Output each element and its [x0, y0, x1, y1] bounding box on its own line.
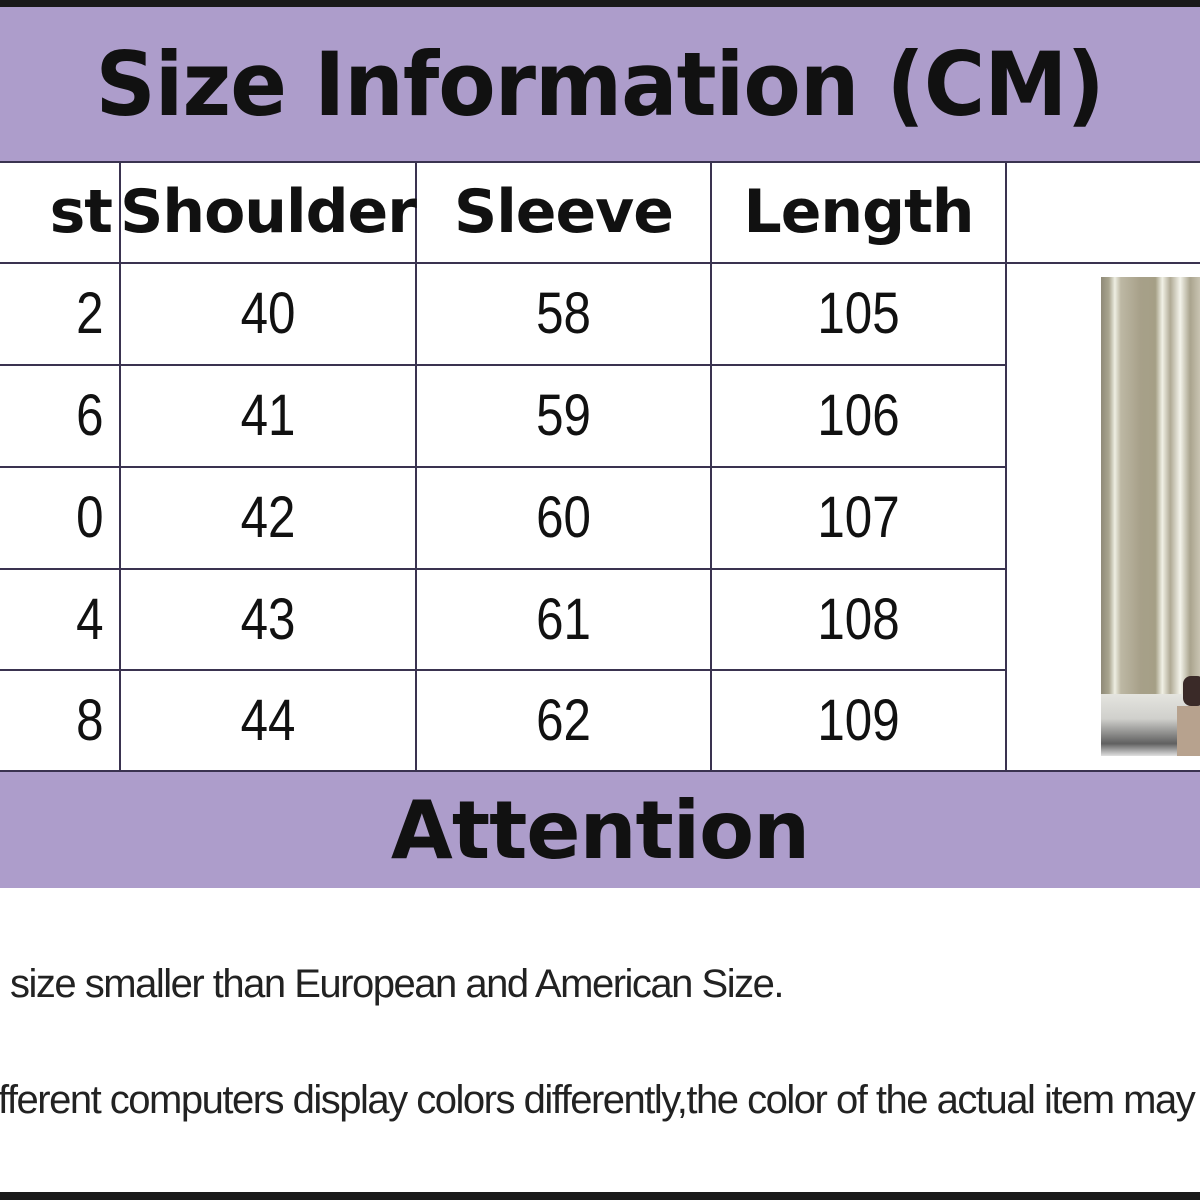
table-cell: 58 — [438, 263, 689, 363]
table-cell: 106 — [733, 365, 984, 465]
column-header: Length — [711, 162, 1006, 262]
table-cell: 44 — [142, 670, 394, 770]
cell-text: 62 — [536, 687, 591, 753]
column-header: st — [0, 162, 113, 262]
cell-text: 59 — [536, 382, 591, 448]
table-cell: 62 — [438, 670, 689, 770]
grid-line — [1005, 162, 1007, 772]
table-cell: 4 — [8, 569, 103, 669]
note-2: fferent computers display colors differe… — [0, 1078, 1196, 1122]
table-cell: 61 — [438, 569, 689, 669]
cell-text: Shoulder — [120, 177, 417, 247]
table-cell: 105 — [733, 263, 984, 363]
grid-line — [0, 161, 1200, 163]
grid-line — [0, 466, 1006, 468]
cell-text: 106 — [817, 382, 900, 448]
table-cell: 107 — [733, 467, 984, 567]
table-cell: 8 — [8, 670, 103, 770]
grid-line — [119, 162, 121, 772]
table-cell: 43 — [142, 569, 394, 669]
cell-text: 107 — [817, 484, 900, 550]
grid-line — [710, 162, 712, 772]
table-cell: 0 — [8, 467, 103, 567]
note-1: size smaller than European and American … — [10, 962, 784, 1006]
page-title: Size Information (CM) — [95, 33, 1105, 136]
cell-text: Length — [743, 177, 975, 247]
grid-line — [0, 770, 1200, 772]
cell-text: 40 — [240, 280, 296, 346]
cell-text: 4 — [76, 586, 104, 652]
cell-text: 43 — [240, 586, 296, 652]
cell-text: 109 — [817, 687, 900, 753]
table-cell: 41 — [142, 365, 394, 465]
top-border — [0, 0, 1200, 7]
photo-leg — [1177, 706, 1200, 756]
cell-text: 108 — [817, 586, 900, 652]
cell-text: 105 — [817, 280, 900, 346]
attention-band: Attention — [0, 772, 1200, 888]
grid-line — [0, 262, 1200, 264]
table-cell: 40 — [142, 263, 394, 363]
cell-text: 0 — [76, 484, 104, 550]
table-cell: 108 — [733, 569, 984, 669]
cell-text: st — [49, 177, 113, 247]
grid-line — [0, 568, 1006, 570]
table-cell: 2 — [8, 263, 103, 363]
bottom-border — [0, 1192, 1200, 1200]
cell-text: 2 — [76, 280, 104, 346]
table-cell: 59 — [438, 365, 689, 465]
cell-text: 6 — [76, 382, 104, 448]
cell-text: Sleeve — [454, 177, 674, 247]
cell-text: 60 — [536, 484, 591, 550]
cell-text: 41 — [240, 382, 296, 448]
cell-text: 42 — [240, 484, 296, 550]
cell-text: 8 — [76, 687, 104, 753]
grid-line — [0, 364, 1006, 366]
table-cell: 6 — [8, 365, 103, 465]
grid-line — [0, 669, 1006, 671]
attention-title: Attention — [390, 783, 810, 877]
cell-text: 58 — [536, 280, 591, 346]
cell-text: 61 — [536, 586, 591, 652]
column-header: Shoulder — [120, 162, 417, 262]
grid-line — [415, 162, 417, 772]
title-band: Size Information (CM) — [0, 7, 1200, 162]
table-cell: 109 — [733, 670, 984, 770]
product-photo — [1101, 277, 1200, 756]
cell-text: 44 — [240, 687, 296, 753]
column-header: Sleeve — [416, 162, 711, 262]
photo-shoe — [1183, 676, 1200, 706]
table-cell: 60 — [438, 467, 689, 567]
table-cell: 42 — [142, 467, 394, 567]
